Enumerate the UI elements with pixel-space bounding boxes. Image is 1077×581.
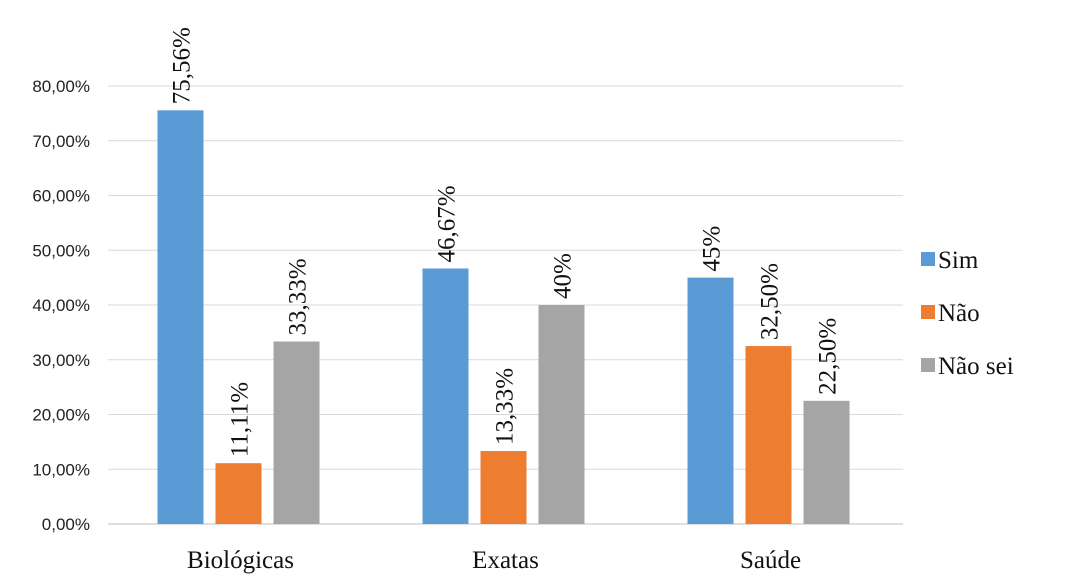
bar — [157, 110, 204, 525]
data-label: 46,67% — [434, 185, 461, 262]
y-tick-label: 40,00% — [32, 296, 90, 315]
bar — [422, 268, 469, 524]
legend-swatch — [921, 305, 935, 319]
legend-swatch — [921, 252, 935, 266]
y-tick-label: 60,00% — [32, 187, 90, 206]
legend-label: Não sei — [938, 353, 1014, 380]
data-labels: 75,56% 11,11% 33,33% 46,67% 13,33% 40% 45% 32,5… — [169, 27, 842, 457]
y-tick-label: 0,00% — [42, 515, 90, 534]
data-label: 13,33% — [492, 368, 519, 445]
bar — [480, 451, 527, 524]
x-category-label: Exatas — [472, 547, 539, 574]
y-tick-label: 80,00% — [32, 77, 90, 96]
legend-swatch — [921, 358, 935, 372]
x-axis-categories: Biológicas Exatas Saúde — [187, 547, 801, 574]
legend-label: Não — [938, 300, 980, 327]
data-label: 33,33% — [285, 258, 312, 335]
bars — [157, 110, 850, 525]
legend: Sim Não Não sei — [921, 247, 1014, 380]
x-category-label: Biológicas — [187, 547, 294, 574]
bar — [803, 400, 850, 524]
bar — [687, 277, 734, 524]
data-label: 22,50% — [815, 318, 842, 395]
y-tick-label: 30,00% — [32, 351, 90, 370]
data-label: 75,56% — [169, 27, 196, 104]
y-tick-label: 70,00% — [32, 132, 90, 151]
y-tick-label: 50,00% — [32, 241, 90, 260]
y-tick-label: 10,00% — [32, 460, 90, 479]
y-axis-ticks: 0,00% 10,00% 20,00% 30,00% 40,00% 50,00% 60,00… — [32, 77, 90, 534]
legend-label: Sim — [938, 247, 979, 274]
bar — [745, 346, 792, 524]
data-label: 11,11% — [227, 382, 254, 457]
y-tick-label: 20,00% — [32, 406, 90, 425]
data-label: 45% — [699, 226, 726, 272]
bar — [273, 341, 320, 524]
bar — [538, 305, 585, 524]
bar — [215, 463, 262, 524]
x-category-label: Saúde — [740, 547, 801, 574]
data-label: 40% — [550, 253, 577, 299]
data-label: 32,50% — [757, 263, 784, 340]
